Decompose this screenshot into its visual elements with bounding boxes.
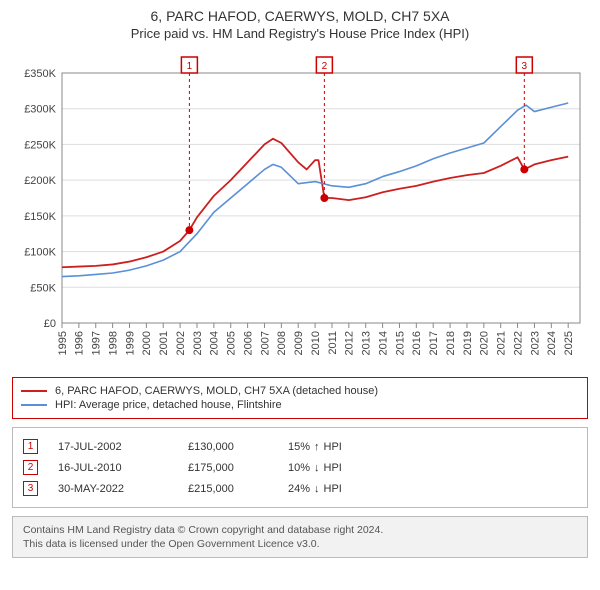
events-table: 1 17-JUL-2002 £130,000 15% ↑ HPI 2 16-JUL-2010 £…: [12, 427, 588, 508]
arrow-down-icon: ↓: [314, 462, 320, 474]
event-delta-vs: HPI: [324, 483, 342, 495]
arrow-down-icon: ↓: [314, 483, 320, 495]
svg-text:£250K: £250K: [24, 139, 56, 151]
event-delta-vs: HPI: [324, 441, 342, 453]
chart-container: 6, PARC HAFOD, CAERWYS, MOLD, CH7 5XA Pr…: [0, 0, 600, 590]
attribution-footer: Contains HM Land Registry data © Crown c…: [12, 516, 588, 558]
title-address: 6, PARC HAFOD, CAERWYS, MOLD, CH7 5XA: [12, 8, 588, 24]
event-delta-pct: 15%: [288, 441, 310, 453]
legend-label: HPI: Average price, detached house, Flin…: [55, 399, 282, 411]
svg-text:2020: 2020: [479, 331, 491, 355]
event-date: 16-JUL-2010: [58, 462, 168, 474]
chart-area: £0 £50K £100K £150K £200K £250K £300K £350K 1995…: [12, 51, 588, 371]
svg-text:2021: 2021: [496, 331, 508, 355]
svg-text:2019: 2019: [462, 331, 474, 355]
svg-text:1997: 1997: [91, 331, 103, 355]
svg-text:2011: 2011: [327, 331, 339, 355]
legend: 6, PARC HAFOD, CAERWYS, MOLD, CH7 5XA (d…: [12, 377, 588, 419]
svg-text:2005: 2005: [226, 331, 238, 355]
legend-item: HPI: Average price, detached house, Flin…: [21, 398, 579, 412]
event-marker-num: 1: [23, 439, 38, 454]
event-delta-pct: 24%: [288, 483, 310, 495]
event-price: £215,000: [188, 483, 268, 495]
event-date: 30-MAY-2022: [58, 483, 168, 495]
svg-text:2004: 2004: [209, 331, 221, 355]
svg-text:2002: 2002: [175, 331, 187, 355]
svg-text:2: 2: [322, 61, 328, 72]
line-chart-svg: £0 £50K £100K £150K £200K £250K £300K £350K 1995…: [12, 51, 588, 371]
event-delta-vs: HPI: [324, 462, 342, 474]
svg-text:2015: 2015: [394, 331, 406, 355]
svg-text:1999: 1999: [124, 331, 136, 355]
svg-text:£100K: £100K: [24, 247, 56, 259]
event-marker-num: 2: [23, 460, 38, 475]
svg-text:2017: 2017: [428, 331, 440, 355]
title-block: 6, PARC HAFOD, CAERWYS, MOLD, CH7 5XA Pr…: [12, 8, 588, 41]
svg-text:£200K: £200K: [24, 175, 56, 187]
svg-text:1996: 1996: [74, 331, 86, 355]
legend-label: 6, PARC HAFOD, CAERWYS, MOLD, CH7 5XA (d…: [55, 385, 378, 397]
svg-text:2016: 2016: [411, 331, 423, 355]
svg-text:2014: 2014: [377, 331, 389, 355]
svg-text:£350K: £350K: [24, 68, 56, 80]
svg-text:2010: 2010: [310, 331, 322, 355]
svg-text:2023: 2023: [529, 331, 541, 355]
event-delta: 24% ↓ HPI: [288, 483, 342, 495]
svg-text:2000: 2000: [141, 331, 153, 355]
arrow-up-icon: ↑: [314, 441, 320, 453]
svg-text:2009: 2009: [293, 331, 305, 355]
svg-text:£150K: £150K: [24, 211, 56, 223]
legend-item: 6, PARC HAFOD, CAERWYS, MOLD, CH7 5XA (d…: [21, 384, 579, 398]
svg-text:2018: 2018: [445, 331, 457, 355]
svg-text:2006: 2006: [242, 331, 254, 355]
svg-text:2008: 2008: [276, 331, 288, 355]
event-marker-num: 3: [23, 481, 38, 496]
svg-text:£300K: £300K: [24, 104, 56, 116]
event-row: 2 16-JUL-2010 £175,000 10% ↓ HPI: [23, 457, 577, 478]
svg-text:2003: 2003: [192, 331, 204, 355]
event-price: £130,000: [188, 441, 268, 453]
event-date: 17-JUL-2002: [58, 441, 168, 453]
svg-text:2012: 2012: [344, 331, 356, 355]
title-subtitle: Price paid vs. HM Land Registry's House …: [12, 26, 588, 41]
svg-text:2024: 2024: [546, 331, 558, 355]
svg-text:2001: 2001: [158, 331, 170, 355]
event-row: 3 30-MAY-2022 £215,000 24% ↓ HPI: [23, 478, 577, 499]
legend-swatch: [21, 390, 47, 392]
event-row: 1 17-JUL-2002 £130,000 15% ↑ HPI: [23, 436, 577, 457]
legend-swatch: [21, 404, 47, 406]
svg-text:2013: 2013: [361, 331, 373, 355]
event-price: £175,000: [188, 462, 268, 474]
svg-text:1: 1: [187, 61, 193, 72]
svg-text:3: 3: [522, 61, 528, 72]
footer-line-2: This data is licensed under the Open Gov…: [23, 537, 577, 551]
event-delta: 10% ↓ HPI: [288, 462, 342, 474]
svg-text:2007: 2007: [259, 331, 271, 355]
svg-text:2025: 2025: [563, 331, 575, 355]
event-delta: 15% ↑ HPI: [288, 441, 342, 453]
event-delta-pct: 10%: [288, 462, 310, 474]
footer-line-1: Contains HM Land Registry data © Crown c…: [23, 523, 577, 537]
svg-text:2022: 2022: [512, 331, 524, 355]
svg-text:1998: 1998: [107, 331, 119, 355]
svg-text:£50K: £50K: [30, 282, 56, 294]
svg-text:1995: 1995: [57, 331, 69, 355]
svg-text:£0: £0: [44, 318, 56, 330]
